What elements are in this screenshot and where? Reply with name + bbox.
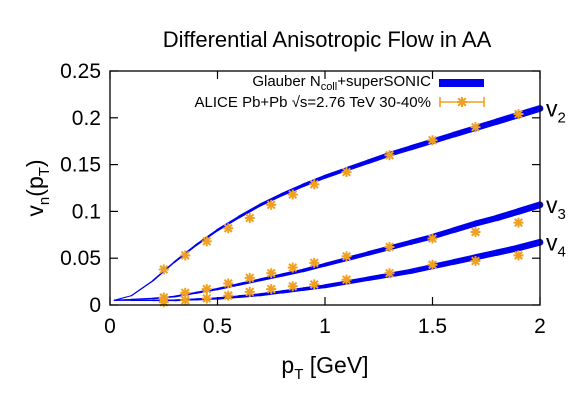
theory-band-v2 bbox=[113, 295, 133, 301]
data-point-v3 bbox=[201, 284, 212, 295]
legend-theory-sub: coll bbox=[321, 81, 338, 93]
data-point-v3 bbox=[513, 217, 524, 228]
theory-band-v2 bbox=[237, 203, 262, 219]
data-point-v2 bbox=[341, 167, 352, 178]
harmonic-label-v2: v2 bbox=[546, 95, 566, 126]
x-tick-label: 2 bbox=[534, 315, 546, 338]
y-tick-label: 0.15 bbox=[60, 154, 101, 177]
data-point-v4 bbox=[384, 268, 395, 279]
y-tick-label: 0.1 bbox=[72, 200, 101, 223]
x-tick-label: 1 bbox=[319, 315, 331, 338]
legend-data-marker bbox=[439, 97, 485, 107]
x-label-sub: T bbox=[294, 366, 303, 383]
theory-band-v3 bbox=[451, 220, 479, 234]
theory-band-v3 bbox=[130, 297, 154, 301]
data-point-v2 bbox=[513, 109, 524, 120]
x-label-suffix: [GeV] bbox=[303, 352, 368, 378]
data-point-v2 bbox=[384, 150, 395, 161]
theory-band-v3 bbox=[280, 268, 306, 277]
theory-band-v3 bbox=[344, 251, 371, 262]
data-point-v2 bbox=[180, 250, 191, 261]
theory-band-v2 bbox=[387, 145, 414, 157]
data-point-v2 bbox=[158, 264, 169, 275]
data-point-v4 bbox=[223, 290, 234, 301]
data-point-v4 bbox=[180, 295, 191, 306]
theory-band-v3 bbox=[472, 214, 501, 227]
data-point-v3 bbox=[309, 257, 320, 268]
theory-band-v4 bbox=[429, 259, 457, 270]
data-point-v2 bbox=[427, 135, 438, 146]
data-point-v4 bbox=[513, 250, 524, 261]
y-tick-label: 0.2 bbox=[72, 107, 101, 130]
data-point-v4 bbox=[201, 293, 212, 304]
y-axis-label: vn(pT) bbox=[22, 159, 53, 216]
theory-band-v3 bbox=[365, 245, 392, 256]
legend: Glauber Ncoll+superSONIC ALICE Pb+Pb √s=… bbox=[195, 73, 485, 111]
data-point-v4 bbox=[158, 297, 169, 308]
y-tick-label: 0 bbox=[89, 294, 101, 317]
data-point-v4 bbox=[309, 279, 320, 290]
theory-band-v4 bbox=[472, 249, 501, 261]
data-point-v2 bbox=[201, 236, 212, 247]
data-point-v2 bbox=[244, 212, 255, 223]
y-label-main: v bbox=[22, 205, 48, 217]
theory-band-v2 bbox=[344, 159, 371, 172]
data-point-v4 bbox=[470, 256, 481, 267]
legend-star bbox=[457, 97, 467, 107]
x-tick-label: 1.5 bbox=[418, 315, 447, 338]
y-label-sub: n bbox=[36, 197, 53, 205]
data-point-v4 bbox=[427, 259, 438, 270]
data-point-v3 bbox=[341, 251, 352, 262]
theory-band-v4 bbox=[493, 244, 522, 256]
chart-title: Differential Anisotropic Flow in AA bbox=[163, 27, 492, 52]
legend-entry-data: ALICE Pb+Pb √s=2.76 TeV 30-40% bbox=[195, 94, 431, 111]
y-label-end: ) bbox=[22, 159, 48, 167]
y-label-sub2: T bbox=[36, 167, 53, 176]
x-axis-label: pT [GeV] bbox=[281, 352, 368, 383]
harmonic-label-v4: v4 bbox=[546, 229, 566, 260]
data-point-v4 bbox=[287, 281, 298, 292]
data-point-v4 bbox=[266, 284, 277, 295]
legend-theory-rest: +superSONIC bbox=[337, 73, 431, 90]
data-point-v3 bbox=[266, 268, 277, 279]
y-tick-label: 0.05 bbox=[60, 247, 101, 270]
legend-entry-theory: Glauber Ncoll+superSONIC bbox=[252, 73, 431, 93]
data-point-v2 bbox=[266, 199, 277, 210]
data-point-v4 bbox=[244, 286, 255, 297]
theory-band-v3 bbox=[515, 201, 544, 215]
theory-band-v2 bbox=[130, 280, 154, 297]
data-point-v4 bbox=[341, 274, 352, 285]
theory-band-v4 bbox=[387, 268, 414, 278]
theory-band-v2 bbox=[323, 167, 349, 179]
data-point-v2 bbox=[223, 223, 234, 234]
theory-band-v3 bbox=[493, 208, 522, 222]
x-tick-label: 0 bbox=[104, 315, 116, 338]
data-point-v3 bbox=[470, 226, 481, 237]
harmonic-label-v3: v3 bbox=[546, 192, 566, 223]
y-label-mid: (p bbox=[22, 176, 48, 196]
legend-theory-band bbox=[439, 79, 484, 87]
data-point-v3 bbox=[287, 262, 298, 273]
y-tick-label: 0.25 bbox=[60, 60, 101, 83]
data-point-v3 bbox=[427, 233, 438, 244]
data-point-v2 bbox=[287, 189, 298, 200]
theory-band-v4 bbox=[515, 238, 544, 252]
x-label-main: p bbox=[281, 352, 294, 378]
theory-band-v2 bbox=[258, 193, 284, 207]
x-tick-label: 0.5 bbox=[203, 315, 232, 338]
data-point-v2 bbox=[309, 179, 320, 190]
legend-theory-name: Glauber N bbox=[252, 73, 320, 90]
theory-band-v2 bbox=[451, 125, 479, 138]
data-point-v3 bbox=[384, 241, 395, 252]
data-point-v2 bbox=[470, 122, 481, 133]
data-point-v3 bbox=[244, 272, 255, 283]
theory-band-v2 bbox=[408, 138, 436, 151]
theory-band-v2 bbox=[493, 111, 522, 125]
data-point-v3 bbox=[223, 278, 234, 289]
